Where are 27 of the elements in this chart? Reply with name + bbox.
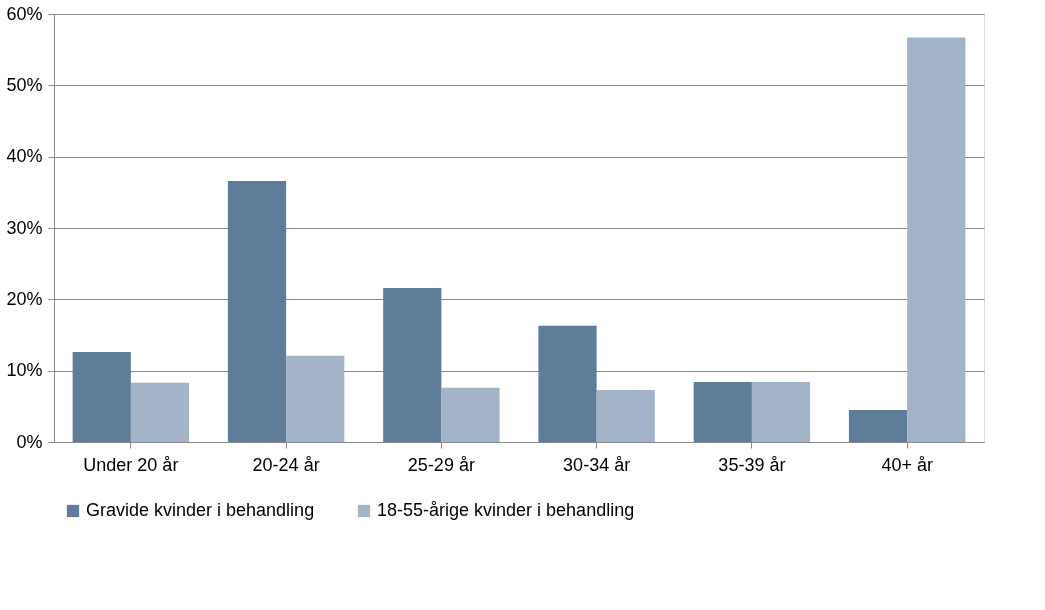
bar bbox=[693, 382, 752, 442]
x-tick-label: 20-24 år bbox=[252, 454, 320, 475]
x-tick-label: 40+ år bbox=[881, 454, 933, 475]
legend-label: 18-55-årige kvinder i behandling bbox=[377, 500, 635, 520]
bar bbox=[848, 409, 908, 442]
x-tick-label: Under 20 år bbox=[83, 454, 179, 475]
y-tick-label: 0% bbox=[16, 431, 43, 452]
bar bbox=[596, 389, 655, 442]
bar bbox=[383, 287, 442, 442]
bar bbox=[130, 382, 190, 442]
bar bbox=[907, 37, 966, 442]
bar bbox=[72, 352, 131, 442]
bar bbox=[286, 355, 345, 442]
x-tick-label: 25-29 år bbox=[407, 454, 475, 475]
bar bbox=[538, 325, 597, 442]
y-tick-label: 20% bbox=[6, 288, 43, 309]
y-tick-label: 50% bbox=[6, 74, 43, 95]
y-tick-label: 10% bbox=[6, 360, 43, 381]
bar bbox=[441, 387, 500, 442]
y-tick-label: 60% bbox=[6, 3, 43, 24]
y-tick-label: 40% bbox=[6, 146, 43, 167]
x-tick-label: 35-39 år bbox=[718, 454, 786, 475]
x-tick-label: 30-34 år bbox=[563, 454, 631, 475]
y-tick-label: 30% bbox=[6, 217, 43, 238]
bar bbox=[227, 180, 287, 442]
legend-label: Gravide kvinder i behandling bbox=[86, 500, 315, 520]
bar bbox=[751, 382, 811, 442]
